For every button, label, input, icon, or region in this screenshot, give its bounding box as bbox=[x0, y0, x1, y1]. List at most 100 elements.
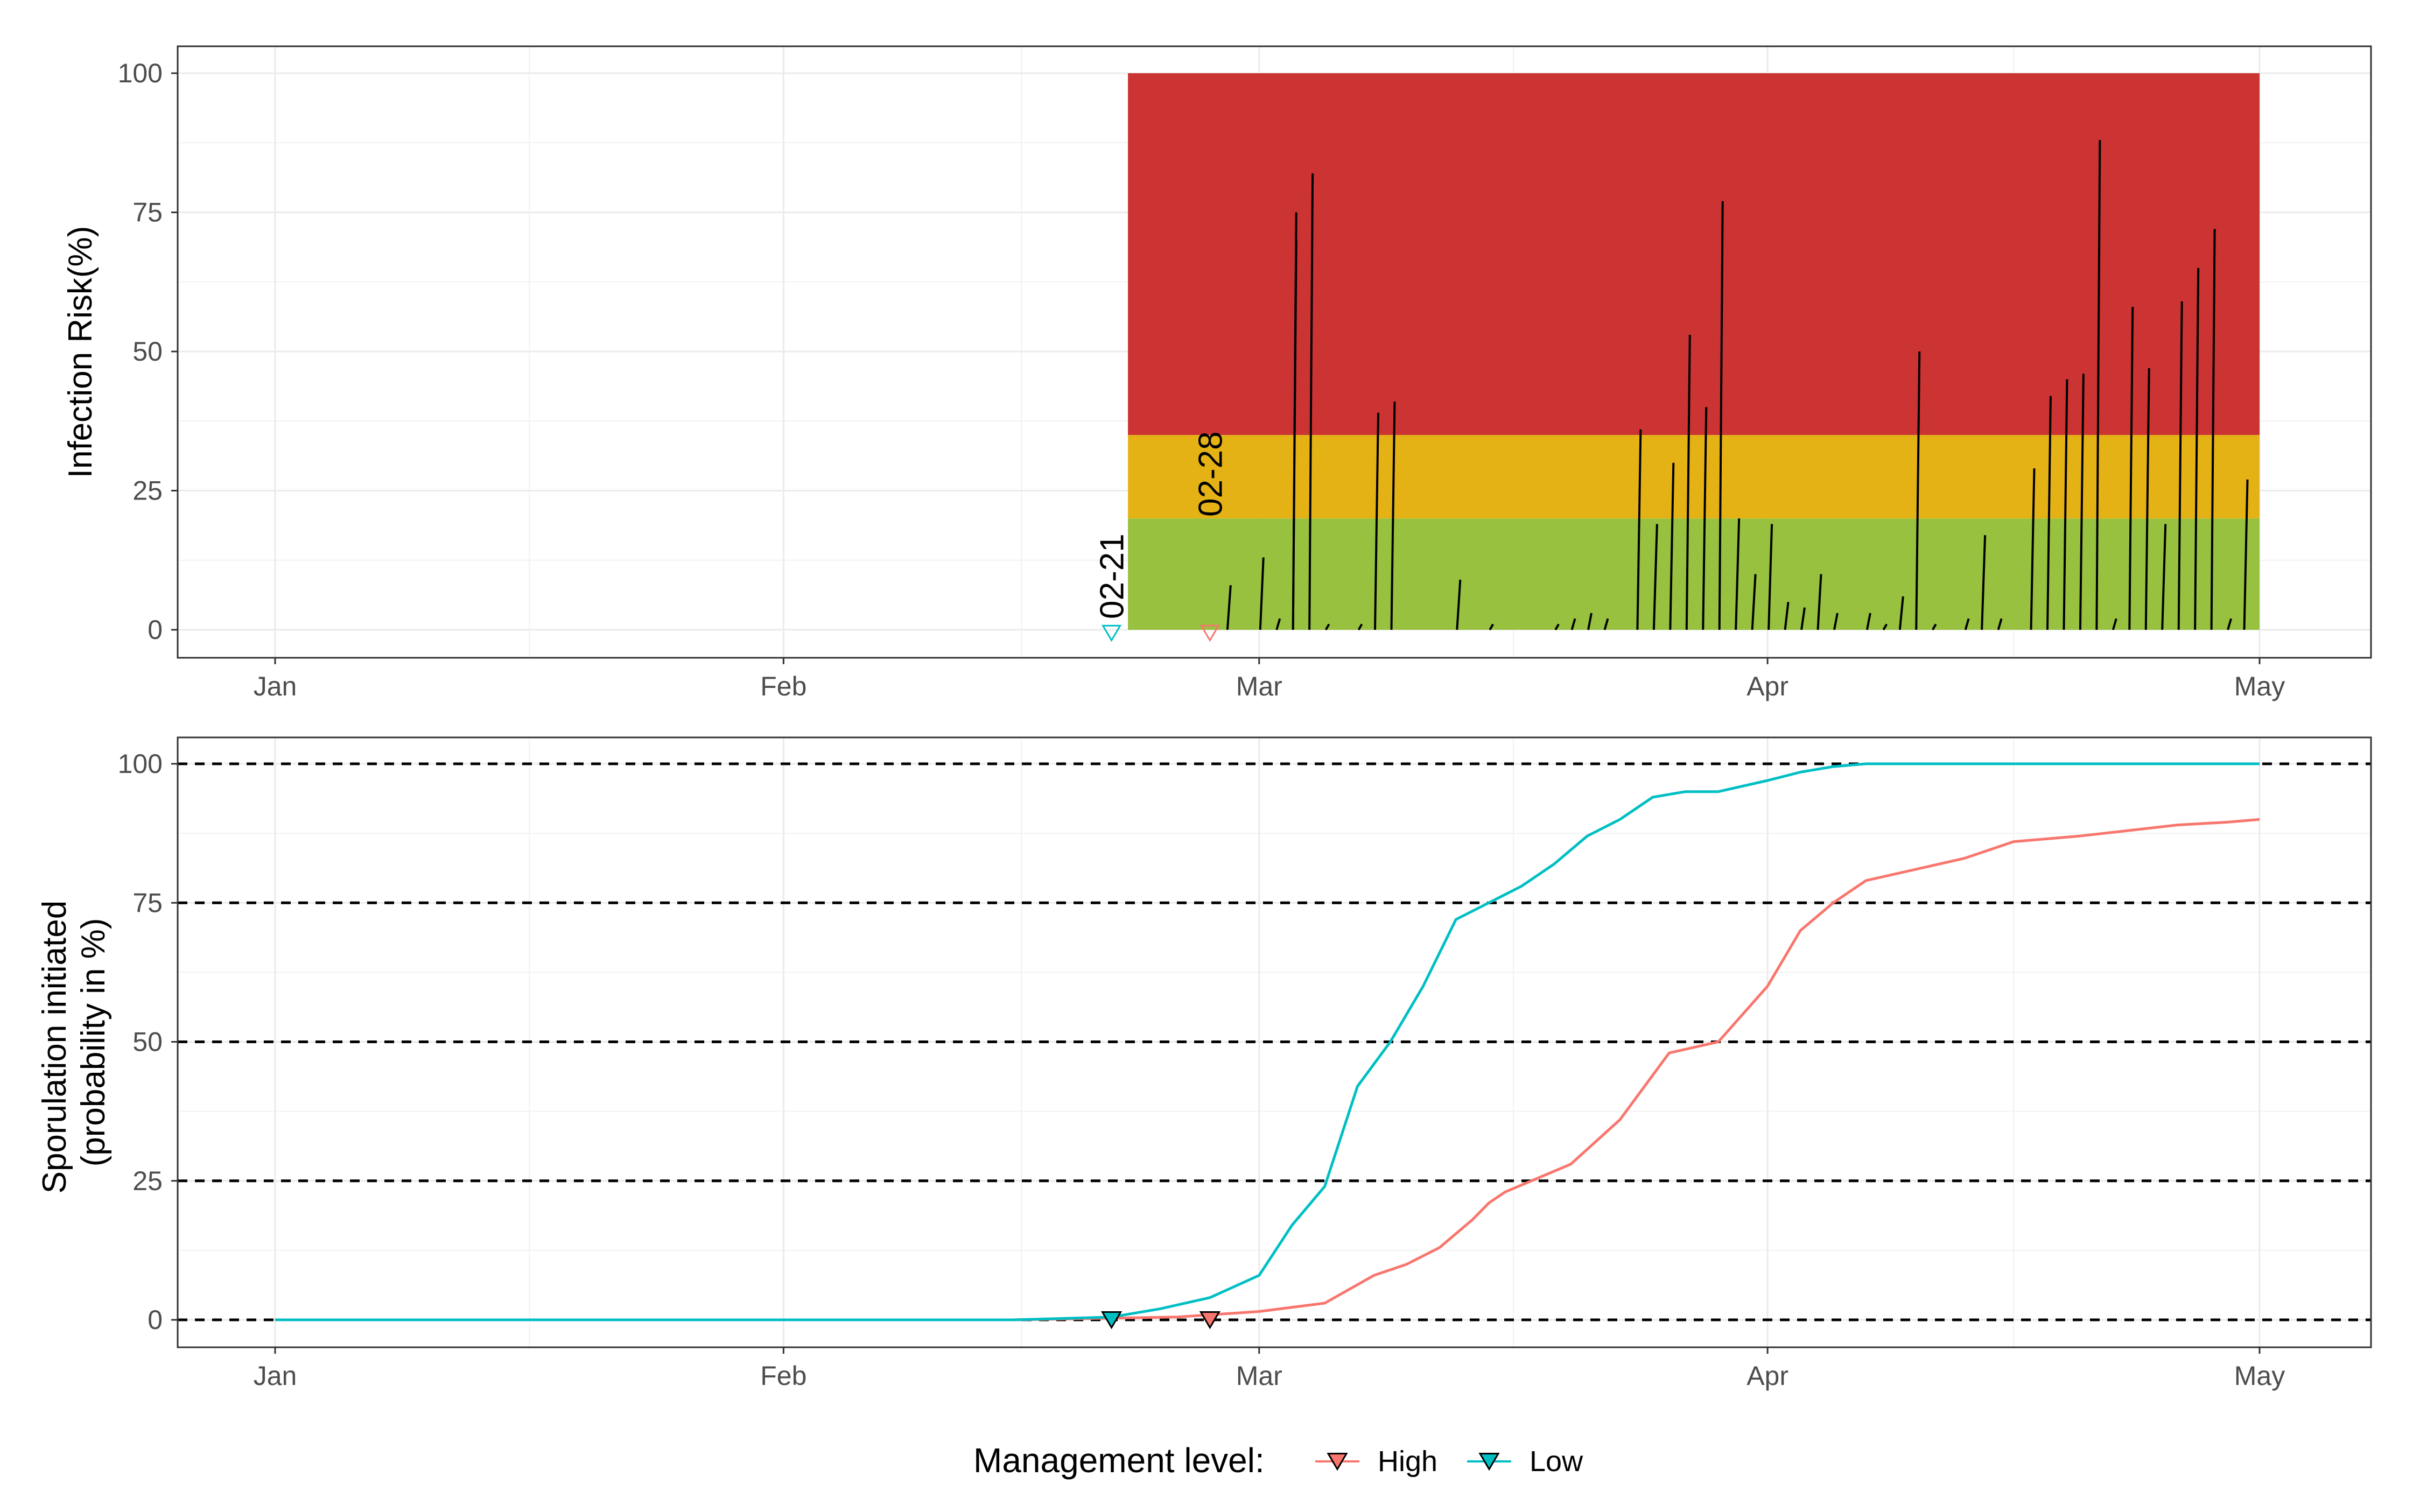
risk-spike bbox=[1882, 623, 1888, 631]
legend-title: Management level: bbox=[973, 1441, 1265, 1480]
date-label-low: 02-21 bbox=[1094, 533, 1131, 619]
legend-high-label: High bbox=[1378, 1445, 1437, 1478]
risk-spike bbox=[1456, 579, 1462, 630]
infection-risk-y-axis-title: Infection Risk(%) bbox=[62, 226, 99, 479]
x-tick-label: May bbox=[2234, 671, 2285, 701]
sporulation-y-axis-title-line2: (probability in %) bbox=[75, 918, 112, 1167]
x-tick-label: Mar bbox=[1236, 671, 1282, 701]
marker-high-triangle-icon bbox=[1199, 1311, 1221, 1330]
risk-spike bbox=[1718, 201, 1724, 630]
infection-risk-x-axis: Jan Feb Mar Apr May bbox=[254, 658, 2285, 701]
sporulation-y-axis-title-line1: Sporulation initiated bbox=[36, 901, 73, 1194]
risk-spike bbox=[1603, 618, 1609, 630]
risk-spike bbox=[1570, 618, 1576, 630]
x-tick-label: Jan bbox=[254, 1361, 297, 1391]
infection-risk-panel: 02-21 02-28 0 25 50 75 100 Jan Feb Mar Apr May In… bbox=[62, 45, 2372, 701]
sporulation-x-axis: Jan Feb Mar Apr May bbox=[254, 1347, 2285, 1391]
y-tick-label: 50 bbox=[132, 1027, 163, 1057]
risk-spike bbox=[1636, 429, 1642, 630]
sporulation-panel: 0 25 50 75 100 Jan Feb Mar Apr May Sporulation i… bbox=[36, 736, 2372, 1391]
risk-spike bbox=[2095, 140, 2101, 630]
risk-spike bbox=[1308, 173, 1314, 630]
low-risk-zone bbox=[1128, 518, 2260, 630]
y-tick-label: 50 bbox=[132, 336, 163, 367]
risk-spike bbox=[1898, 596, 1904, 630]
risk-spike bbox=[2194, 268, 2200, 630]
y-tick-label: 75 bbox=[132, 198, 163, 228]
infection-risk-spikes bbox=[1226, 140, 2249, 631]
y-tick-label: 0 bbox=[148, 1305, 163, 1335]
legend-low-triangle-icon bbox=[1478, 1453, 1500, 1471]
infection-risk-y-axis: 0 25 50 75 100 bbox=[118, 58, 178, 645]
series-line-high bbox=[275, 818, 2260, 1321]
legend-item-low: Low bbox=[1467, 1445, 1583, 1478]
risk-spike bbox=[1981, 535, 1987, 630]
risk-spike bbox=[1997, 618, 2003, 630]
risk-spike bbox=[2243, 479, 2249, 630]
x-tick-label: Apr bbox=[1746, 671, 1788, 701]
y-tick-label: 75 bbox=[132, 888, 163, 918]
risk-spike bbox=[1587, 613, 1593, 630]
y-tick-label: 25 bbox=[132, 476, 163, 506]
risk-spike bbox=[1915, 351, 1921, 630]
risk-spike bbox=[1702, 407, 1708, 630]
marker-low-triangle-icon bbox=[1101, 624, 1122, 642]
infection-risk-date-labels: 02-21 02-28 bbox=[1094, 431, 1230, 619]
x-tick-label: Jan bbox=[254, 671, 297, 701]
risk-spike bbox=[1767, 524, 1773, 630]
risk-spike bbox=[1669, 462, 1675, 630]
risk-spike bbox=[1865, 613, 1871, 630]
risk-spike bbox=[1554, 623, 1560, 631]
sporulation-y-axis-title: Sporulation initiated (probability in %) bbox=[36, 891, 112, 1194]
infection-risk-markers bbox=[1101, 624, 1220, 642]
risk-spike bbox=[1652, 524, 1658, 630]
high-risk-zone bbox=[1128, 73, 2260, 435]
series-line-low bbox=[275, 762, 2260, 1321]
risk-spike bbox=[1833, 613, 1839, 630]
risk-spike bbox=[1357, 623, 1363, 631]
risk-spike bbox=[1374, 412, 1380, 630]
risk-spike bbox=[2112, 618, 2117, 630]
risk-spike bbox=[1964, 618, 1970, 630]
risk-spike bbox=[1784, 602, 1790, 630]
risk-spike bbox=[2227, 618, 2232, 630]
y-tick-label: 0 bbox=[148, 615, 163, 645]
risk-spike bbox=[1816, 574, 1822, 630]
risk-spike bbox=[1275, 618, 1281, 630]
x-tick-label: Feb bbox=[760, 671, 806, 701]
sporulation-y-axis: 0 25 50 75 100 bbox=[118, 749, 178, 1335]
risk-spike bbox=[1751, 574, 1757, 630]
risk-spike bbox=[1292, 212, 1297, 630]
risk-spike bbox=[1685, 334, 1691, 630]
sporulation-series-lines bbox=[275, 762, 2260, 1321]
risk-spike bbox=[1489, 623, 1494, 631]
risk-spike bbox=[2210, 229, 2216, 630]
risk-spike bbox=[1226, 585, 1232, 630]
marker-high-triangle-icon bbox=[1200, 624, 1220, 642]
risk-spike bbox=[1259, 557, 1265, 630]
legend-item-high: High bbox=[1315, 1445, 1437, 1478]
risk-spike bbox=[2063, 379, 2068, 630]
legend-low-label: Low bbox=[1530, 1445, 1583, 1478]
infection-risk-zones bbox=[1128, 73, 2260, 630]
y-tick-label: 100 bbox=[118, 58, 163, 88]
x-tick-label: Mar bbox=[1236, 1361, 1282, 1391]
risk-spike bbox=[1800, 607, 1806, 630]
risk-spike bbox=[2079, 374, 2085, 630]
x-tick-label: Feb bbox=[760, 1361, 806, 1391]
x-tick-label: Apr bbox=[1746, 1361, 1788, 1391]
risk-spike bbox=[2177, 301, 2183, 630]
y-tick-label: 100 bbox=[118, 749, 163, 779]
legend-high-triangle-icon bbox=[1327, 1453, 1348, 1471]
sporulation-markers bbox=[1100, 1311, 1221, 1330]
risk-spike bbox=[2161, 524, 2167, 630]
marker-low-triangle-icon bbox=[1100, 1311, 1123, 1330]
risk-spike bbox=[1324, 623, 1330, 631]
risk-spike bbox=[2030, 468, 2036, 630]
risk-spike bbox=[2046, 396, 2052, 630]
risk-spike bbox=[1390, 402, 1396, 630]
x-tick-label: May bbox=[2234, 1361, 2285, 1391]
risk-spike bbox=[1735, 518, 1741, 630]
risk-spike bbox=[2144, 368, 2150, 630]
